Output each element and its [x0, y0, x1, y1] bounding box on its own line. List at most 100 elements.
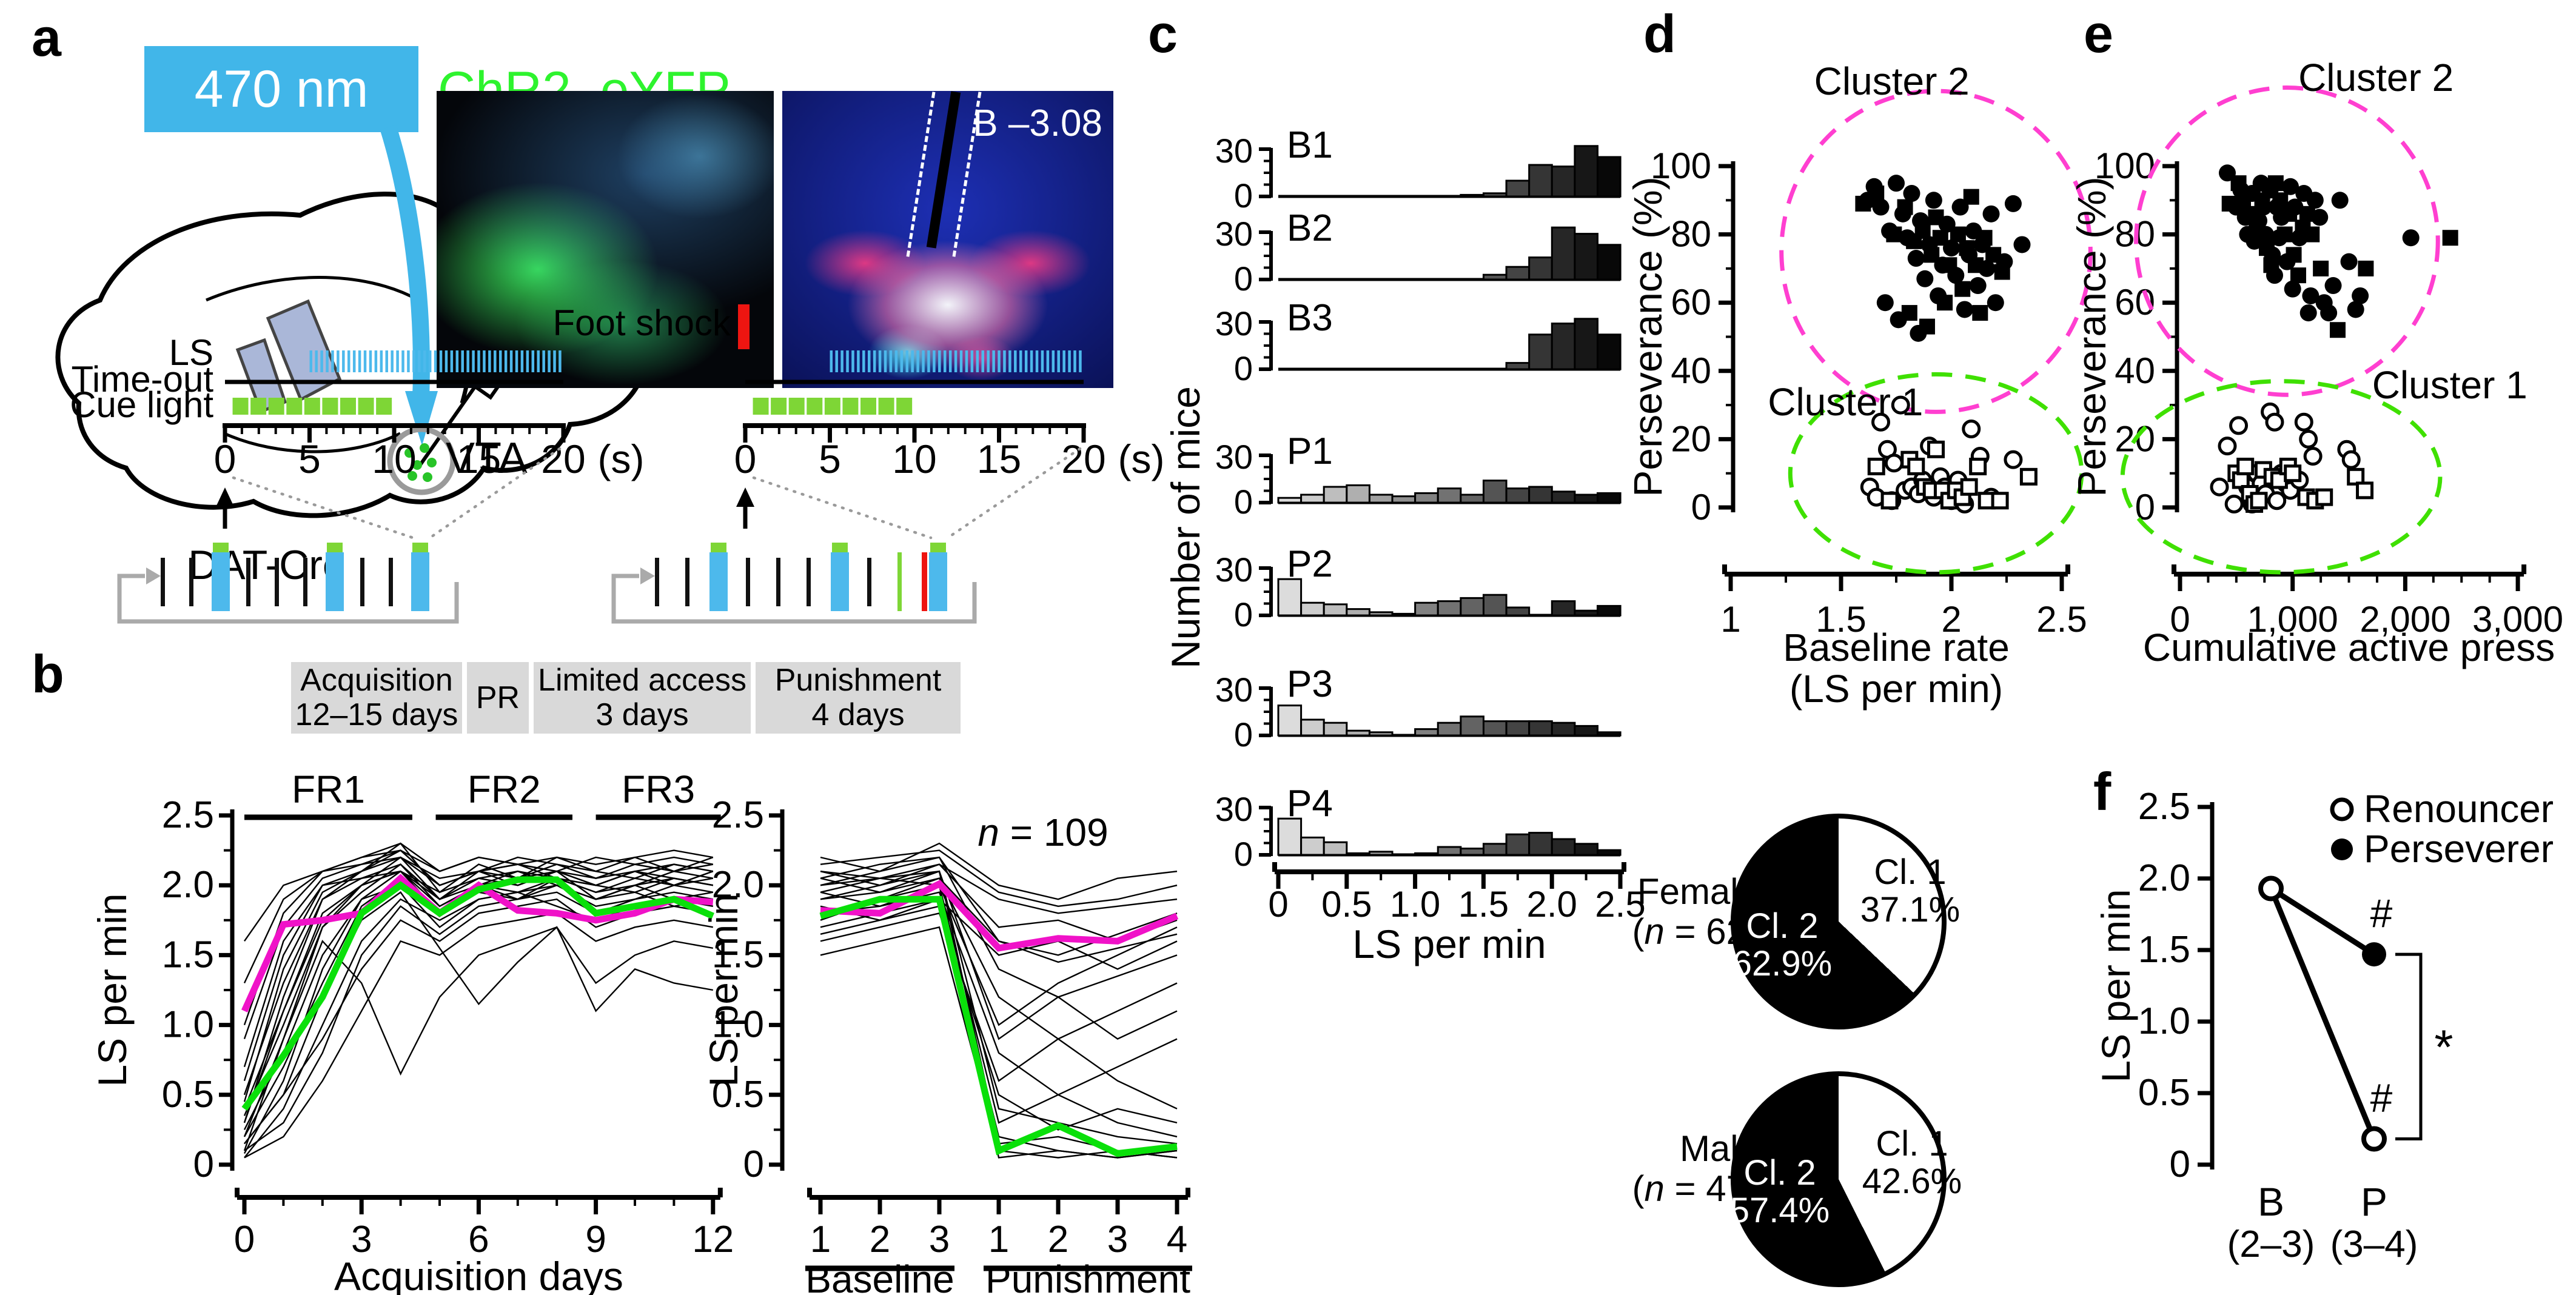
timeout-row-label: Time-out	[71, 359, 214, 400]
svg-text:LS per min: LS per min	[2093, 889, 2138, 1082]
svg-text:15: 15	[977, 437, 1021, 481]
cuelight-row-label: Cue light	[70, 384, 213, 425]
phase-acquisition: Acquisition 12–15 days	[291, 662, 462, 734]
svg-text:3,000: 3,000	[2472, 599, 2563, 640]
wavelength-badge: 470 nm	[144, 46, 418, 132]
panel-f-label: f	[2093, 761, 2111, 822]
svg-text:0: 0	[1234, 715, 1253, 754]
svg-text:Cluster 2: Cluster 2	[2298, 56, 2454, 99]
svg-text:1: 1	[810, 1219, 831, 1260]
panel-e-label: e	[2084, 4, 2113, 64]
svg-text:(s): (s)	[1118, 437, 1165, 481]
svg-text:30: 30	[1215, 215, 1253, 253]
svg-text:P: P	[2361, 1179, 2387, 1224]
svg-text:#: #	[2370, 891, 2393, 935]
svg-text:0: 0	[193, 1143, 214, 1185]
trial-timeline-right: 0 5 10 15 20 (s)	[611, 304, 1164, 624]
svg-text:LS per min: LS per min	[701, 893, 746, 1086]
svg-text:0.5: 0.5	[162, 1074, 214, 1116]
foot-shock-label: Foot shock	[552, 303, 731, 343]
svg-text:1.0: 1.0	[162, 1004, 214, 1046]
svg-text:20: 20	[1061, 437, 1105, 481]
svg-text:P3: P3	[1287, 663, 1333, 705]
svg-text:30: 30	[1215, 790, 1253, 828]
svg-text:0: 0	[234, 1219, 255, 1260]
svg-text:0: 0	[1234, 595, 1253, 634]
phase-line: Limited access	[538, 663, 746, 698]
svg-text:0: 0	[1691, 487, 1711, 527]
svg-text:10: 10	[372, 437, 416, 481]
phase-line: 3 days	[595, 697, 689, 732]
svg-text:(s): (s)	[598, 437, 645, 481]
renouncer-perseverer-chart: 0 0.5 1.0 1.5 2.0 2.5 LS per min # # * B(2–3) P(3–4…	[2093, 786, 2554, 1265]
svg-text:Perseverer: Perseverer	[2364, 827, 2554, 871]
acquisition-line-chart: FR1 FR2 FR3 0 0.5 1.0 1.5 2.0 2.5 LS per min 0 3 6 9 1…	[90, 768, 734, 1295]
svg-text:2,000: 2,000	[2360, 599, 2450, 640]
svg-text:100: 100	[1651, 146, 1711, 186]
svg-text:Cumulative active press: Cumulative active press	[2143, 626, 2555, 669]
svg-text:30: 30	[1215, 671, 1253, 709]
svg-text:0: 0	[1234, 259, 1253, 298]
svg-text:5: 5	[298, 437, 321, 481]
svg-text:0.5: 0.5	[1321, 884, 1372, 925]
svg-text:2: 2	[870, 1219, 890, 1260]
svg-text:1: 1	[988, 1219, 1009, 1260]
svg-text:5: 5	[819, 437, 841, 481]
svg-text:0: 0	[214, 437, 236, 481]
svg-text:Number of mice: Number of mice	[1163, 386, 1208, 669]
panel-c-label: c	[1148, 4, 1178, 64]
svg-text:FR3: FR3	[622, 768, 695, 811]
svg-text:Baseline rate: Baseline rate	[1783, 626, 2010, 669]
svg-text:60: 60	[1671, 282, 1711, 323]
svg-text:0: 0	[734, 437, 757, 481]
phase-pr: PR	[467, 662, 529, 734]
svg-text:40: 40	[2115, 350, 2155, 391]
phase-line: PR	[475, 680, 520, 715]
svg-text:30: 30	[1215, 550, 1253, 589]
svg-text:1.0: 1.0	[712, 1004, 764, 1046]
svg-text:LS per min: LS per min	[1352, 922, 1546, 966]
svg-text:80: 80	[1671, 214, 1711, 255]
panel-d-label: d	[1643, 4, 1676, 64]
svg-text:B: B	[2258, 1179, 2284, 1224]
svg-text:B2: B2	[1287, 207, 1333, 249]
svg-text:P2: P2	[1287, 543, 1333, 585]
svg-text:20: 20	[1671, 418, 1711, 459]
svg-text:15: 15	[457, 437, 501, 481]
svg-text:1.0: 1.0	[2138, 1000, 2190, 1042]
male-cluster-pie	[1731, 1071, 1947, 1287]
vta-circle	[387, 426, 456, 495]
svg-text:2.0: 2.0	[2138, 857, 2190, 899]
svg-text:10: 10	[892, 437, 936, 481]
svg-text:2.5: 2.5	[712, 794, 764, 836]
svg-text:0.5: 0.5	[712, 1074, 764, 1116]
svg-text:(LS per min): (LS per min)	[1789, 667, 2003, 711]
svg-text:(3–4): (3–4)	[2330, 1223, 2418, 1265]
female-cl2-label: Cl. 2 62.9%	[1732, 906, 1833, 983]
svg-text:B1: B1	[1287, 124, 1333, 166]
svg-text:Cluster 2: Cluster 2	[1814, 59, 1970, 103]
svg-text:9: 9	[585, 1219, 606, 1260]
svg-text:Acquisition days: Acquisition days	[334, 1254, 623, 1295]
svg-text:2.0: 2.0	[1526, 884, 1577, 925]
ls-row-label: LS	[169, 332, 213, 373]
svg-text:2.5: 2.5	[2138, 786, 2190, 828]
svg-text:0: 0	[1234, 835, 1253, 873]
svg-text:2.5: 2.5	[2036, 599, 2087, 640]
svg-text:30: 30	[1215, 438, 1253, 476]
svg-text:4: 4	[1167, 1219, 1187, 1260]
svg-text:2.0: 2.0	[712, 864, 764, 906]
female-cl1-label: Cl. 1 37.1%	[1860, 852, 1961, 929]
svg-text:Punishment: Punishment	[985, 1257, 1190, 1295]
svg-text:P4: P4	[1287, 783, 1333, 825]
svg-text:Renouncer: Renouncer	[2364, 787, 2554, 831]
svg-text:1.5: 1.5	[2138, 929, 2190, 971]
phase-line: 12–15 days	[295, 697, 458, 732]
svg-text:0: 0	[1268, 884, 1288, 925]
svg-text:0: 0	[1234, 176, 1253, 215]
bregma-label: B –3.08	[973, 102, 1102, 144]
vta-label: VTA	[446, 434, 528, 483]
